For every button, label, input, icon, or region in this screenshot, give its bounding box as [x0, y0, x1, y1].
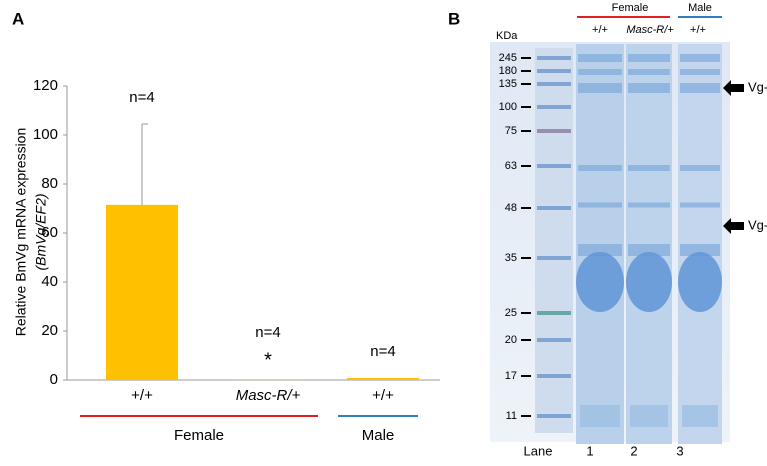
sample-size: n=4	[129, 89, 154, 106]
lane-title: Lane	[524, 443, 553, 458]
protein-band	[628, 244, 670, 256]
bar	[232, 379, 304, 381]
protein-band	[682, 405, 718, 427]
protein-band	[628, 69, 670, 75]
unit-label: KDa	[496, 30, 518, 42]
x-tick-label: Masc-R/+	[236, 387, 301, 404]
marker-band	[537, 414, 571, 418]
marker-lane	[535, 48, 573, 433]
y-tick-label: 100	[33, 126, 58, 143]
sample-size: n=4	[370, 343, 395, 360]
marker-label: 17	[505, 370, 517, 382]
marker-band	[537, 129, 571, 133]
protein-band	[580, 405, 620, 427]
marker-band	[537, 256, 571, 260]
marker-label: 11	[506, 410, 517, 422]
y-tick-label: 40	[41, 273, 58, 290]
protein-band	[578, 69, 622, 75]
marker-label: 75	[505, 125, 517, 137]
marker-band	[537, 56, 571, 60]
marker-band	[537, 374, 571, 378]
protein-band	[630, 405, 668, 427]
marker-band	[537, 82, 571, 86]
marker-band	[537, 311, 571, 315]
bar	[106, 204, 178, 380]
y-axis-label: Relative BmVg mRNA expression	[13, 128, 29, 337]
arrow	[723, 80, 744, 96]
protein-band	[680, 244, 720, 256]
protein-band	[678, 252, 722, 312]
marker-label: 100	[499, 101, 517, 113]
marker-band	[537, 69, 571, 73]
protein-band	[628, 202, 670, 208]
group-label: Male	[362, 427, 395, 444]
bar	[347, 378, 419, 380]
marker-label: 25	[505, 307, 517, 319]
protein-band	[576, 252, 624, 312]
protein-band	[628, 54, 670, 62]
group-label: Female	[174, 427, 224, 444]
protein-band	[578, 165, 622, 171]
protein-band	[628, 165, 670, 171]
y-tick-label: 120	[33, 77, 58, 94]
arrow-label: Vg-h	[748, 79, 767, 94]
protein-band	[680, 165, 720, 171]
x-tick-label: +/+	[372, 387, 394, 404]
x-tick-label: +/+	[131, 387, 153, 404]
protein-band	[680, 83, 720, 93]
arrow	[723, 218, 744, 234]
y-tick-label: 60	[41, 224, 58, 241]
marker-label: 245	[499, 52, 517, 64]
marker-label: 48	[505, 202, 517, 214]
y-tick-label: 0	[50, 371, 58, 388]
genotype-label: Masc-R/+	[626, 24, 674, 36]
marker-label: 35	[505, 252, 517, 264]
y-tick-label: 80	[41, 175, 58, 192]
protein-band	[680, 69, 720, 75]
group-label: Female	[612, 2, 649, 14]
protein-band	[680, 54, 720, 62]
protein-band	[628, 83, 670, 93]
lane-label: 3	[676, 443, 683, 458]
sample-size: n=4	[255, 324, 280, 341]
protein-band	[626, 252, 672, 312]
significance: *	[264, 350, 272, 372]
protein-band	[578, 83, 622, 93]
protein-band	[578, 244, 622, 256]
panel-label: A	[12, 9, 24, 28]
marker-band	[537, 338, 571, 342]
marker-band	[537, 164, 571, 168]
protein-band	[578, 202, 622, 208]
marker-label: 63	[505, 160, 517, 172]
protein-band	[578, 54, 622, 62]
marker-band	[537, 206, 571, 210]
marker-band	[537, 105, 571, 109]
panel-label: B	[448, 9, 460, 28]
lane-label: 2	[630, 443, 637, 458]
marker-label: 180	[499, 65, 517, 77]
arrow-label: Vg-l	[748, 217, 767, 232]
y-tick-label: 20	[41, 322, 58, 339]
y-axis-label: (BmVg/EF2)	[33, 193, 49, 270]
gel-bands	[537, 54, 722, 427]
group-label: Male	[688, 2, 712, 14]
marker-label: 135	[499, 78, 517, 90]
genotype-label: +/+	[592, 24, 608, 36]
genotype-label: +/+	[690, 24, 706, 36]
protein-band	[680, 202, 720, 208]
lane-label: 1	[586, 443, 593, 458]
marker-label: 20	[505, 334, 517, 346]
